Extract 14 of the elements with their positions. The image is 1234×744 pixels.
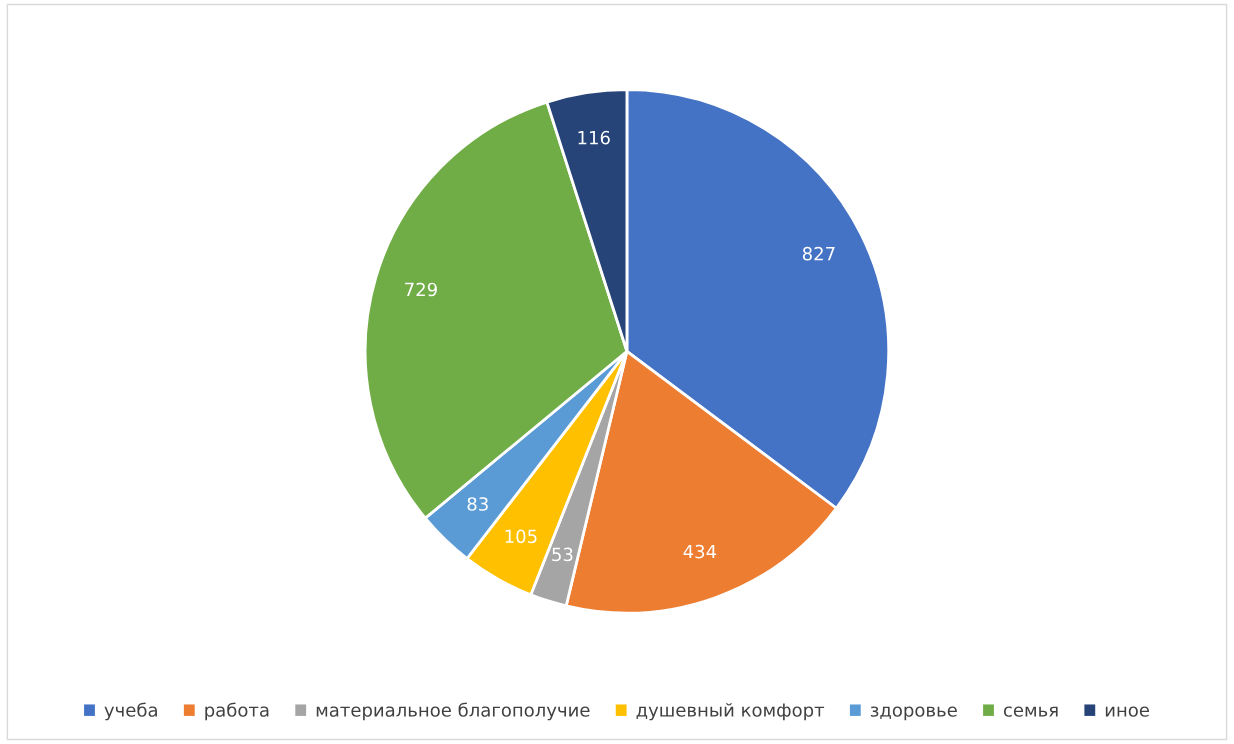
legend-label: материальное благополучие bbox=[316, 702, 590, 721]
legend-label: иное bbox=[1105, 706, 1149, 717]
data-label: 729 bbox=[405, 282, 437, 297]
legend-label: здоровье bbox=[870, 706, 957, 721]
legend-label: душевный комфорт bbox=[636, 702, 825, 721]
data-label: 116 bbox=[578, 130, 610, 145]
data-label: 83 bbox=[467, 497, 488, 511]
data-label: 434 bbox=[683, 544, 717, 559]
legend-label: семья bbox=[1003, 706, 1058, 717]
data-label: 105 bbox=[505, 529, 537, 544]
data-label: 827 bbox=[802, 246, 835, 261]
legend-label: работа bbox=[205, 702, 269, 721]
data-label: 53 bbox=[552, 547, 573, 562]
legend-label: учеба bbox=[104, 702, 157, 721]
